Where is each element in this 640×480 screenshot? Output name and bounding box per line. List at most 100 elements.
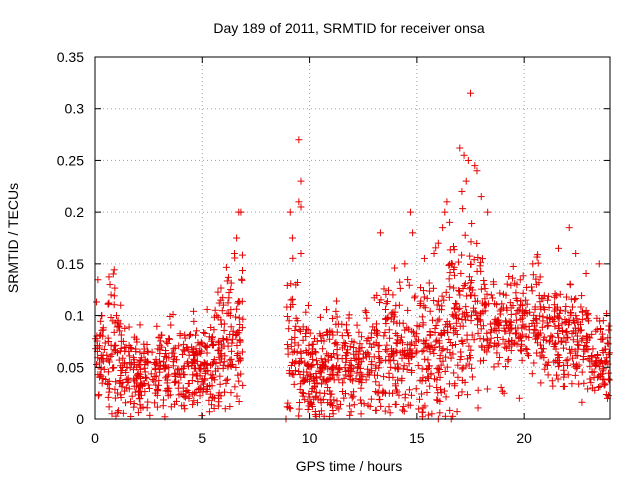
data-point [178, 402, 186, 410]
data-point [119, 354, 127, 362]
data-point [327, 399, 335, 407]
data-point [206, 390, 214, 398]
data-point [185, 332, 193, 340]
data-point [419, 404, 427, 412]
data-point [332, 307, 340, 315]
data-point [193, 370, 201, 378]
data-point [208, 335, 216, 343]
data-point [202, 387, 210, 395]
data-point [203, 349, 211, 357]
data-point [328, 328, 336, 336]
data-point [442, 353, 450, 361]
data-point [112, 378, 120, 386]
data-point [198, 375, 206, 383]
data-point [333, 313, 341, 321]
data-point [436, 409, 444, 417]
data-point [355, 345, 363, 353]
data-point [474, 297, 482, 305]
data-point [364, 335, 372, 343]
data-point [398, 339, 406, 347]
data-point [333, 397, 341, 405]
data-point [117, 379, 125, 387]
data-point [372, 406, 380, 414]
data-point [389, 291, 397, 299]
data-point [297, 348, 305, 356]
data-point [358, 344, 366, 352]
data-point [227, 347, 235, 355]
data-point [316, 367, 324, 375]
data-point [181, 347, 189, 355]
data-point [192, 331, 200, 339]
data-point [153, 386, 161, 394]
data-point [153, 403, 161, 411]
data-point [321, 389, 329, 397]
data-point [136, 321, 144, 329]
data-point [205, 396, 213, 404]
data-point [434, 369, 442, 377]
data-point [181, 334, 189, 342]
data-point [473, 321, 481, 329]
data-point [210, 313, 218, 321]
data-point [195, 349, 203, 357]
data-point [345, 366, 353, 374]
data-point [123, 376, 131, 384]
data-point [196, 365, 204, 373]
data-point [396, 319, 404, 327]
data-point [304, 301, 312, 309]
data-point [372, 378, 380, 386]
data-point [134, 409, 142, 417]
data-point [138, 380, 146, 388]
data-point [307, 372, 315, 380]
data-point [227, 286, 235, 294]
data-point [367, 395, 375, 403]
data-point [116, 327, 124, 335]
data-point [398, 374, 406, 382]
data-point [356, 396, 364, 404]
data-point [164, 386, 172, 394]
data-point [319, 361, 327, 369]
data-point [433, 301, 441, 309]
data-point [115, 323, 123, 331]
data-point [136, 357, 144, 365]
data-point [458, 365, 466, 373]
data-point [342, 358, 350, 366]
data-point [220, 358, 228, 366]
data-point [366, 340, 374, 348]
data-point [94, 276, 102, 284]
data-point [311, 411, 319, 419]
data-point [211, 306, 219, 314]
data-point [326, 335, 334, 343]
data-point [420, 339, 428, 347]
data-point [433, 396, 441, 404]
data-point [110, 292, 118, 300]
data-point [208, 401, 216, 409]
data-point [196, 392, 204, 400]
data-point [453, 408, 461, 416]
data-point [287, 361, 295, 369]
data-point [221, 352, 229, 360]
data-point [233, 305, 241, 313]
data-point [450, 271, 458, 279]
data-point [165, 371, 173, 379]
data-point [389, 352, 397, 360]
data-point [462, 303, 470, 311]
data-point [441, 329, 449, 337]
data-point [141, 380, 149, 388]
data-point [380, 388, 388, 396]
data-point [431, 344, 439, 352]
data-point [119, 409, 127, 417]
data-point [192, 345, 200, 353]
data-point [373, 331, 381, 339]
data-point [289, 301, 297, 309]
data-point [459, 205, 467, 213]
data-point [94, 392, 102, 400]
data-point [105, 337, 113, 345]
data-points [92, 89, 613, 423]
data-point [118, 383, 126, 391]
data-point [181, 371, 189, 379]
data-point [235, 377, 243, 385]
data-point [454, 315, 462, 323]
data-point [296, 327, 304, 335]
data-point [474, 315, 482, 323]
